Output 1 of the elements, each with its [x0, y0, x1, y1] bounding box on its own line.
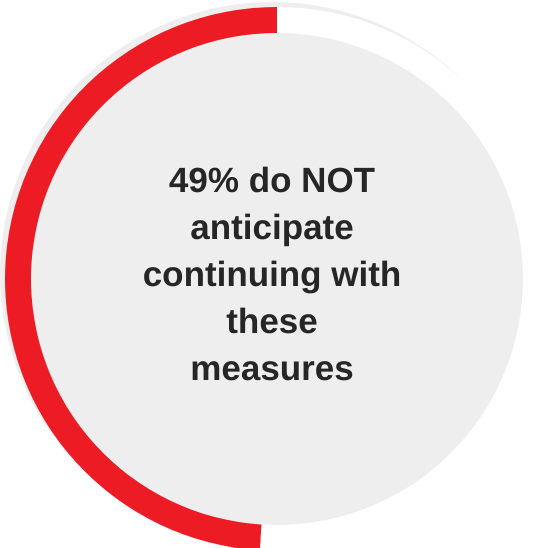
text: 49% do NOT anticipate continuing with these measures: [142, 160, 402, 388]
